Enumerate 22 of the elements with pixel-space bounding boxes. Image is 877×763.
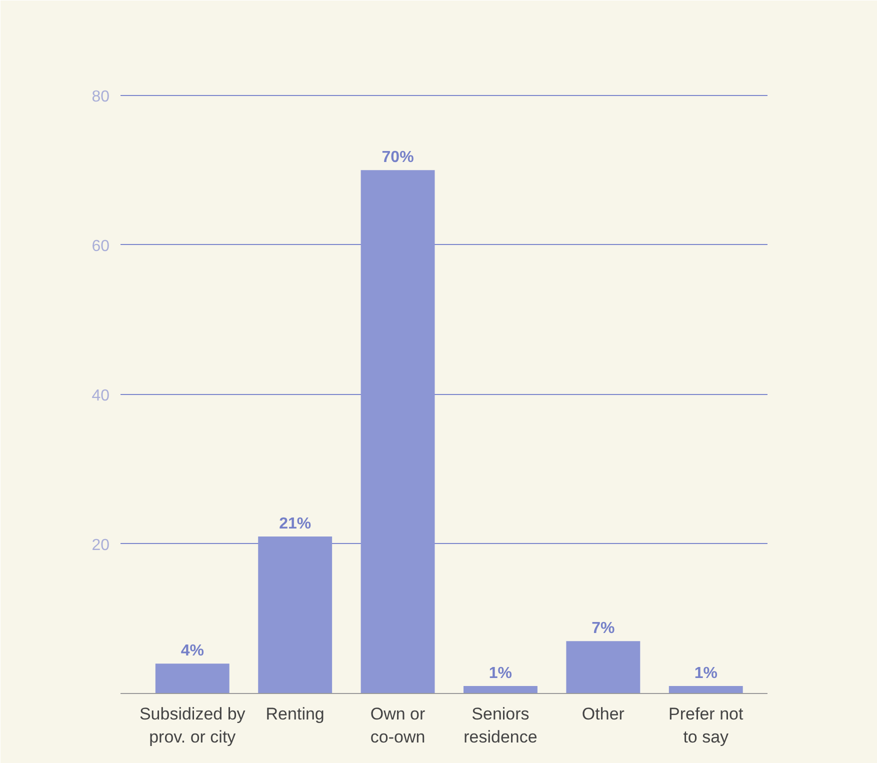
x-tick-label: Prefer not to say (668, 704, 744, 746)
y-tick-label: 40 (92, 387, 110, 404)
data-label: 21% (279, 515, 312, 532)
bar (566, 641, 640, 694)
bar (668, 686, 743, 694)
x-tick-label: Seniors residence (464, 704, 538, 746)
data-label: 70% (382, 149, 414, 166)
data-label: 1% (694, 665, 718, 682)
data-label: 1% (488, 665, 512, 682)
bar (464, 686, 538, 694)
bar (258, 536, 332, 694)
bar (360, 170, 435, 694)
x-tick-label: Renting (266, 704, 324, 724)
y-tick-label: 80 (92, 88, 110, 106)
x-tick-label: Subsidized by prov. or city (139, 704, 246, 746)
data-label: 7% (592, 620, 615, 638)
x-tick-label: Own or co-own (370, 704, 426, 746)
x-tick-label: Other (582, 704, 625, 724)
data-label: 4% (180, 642, 204, 660)
bar (155, 664, 230, 694)
y-tick-label: 60 (92, 238, 110, 255)
y-tick-label: 20 (92, 536, 110, 554)
